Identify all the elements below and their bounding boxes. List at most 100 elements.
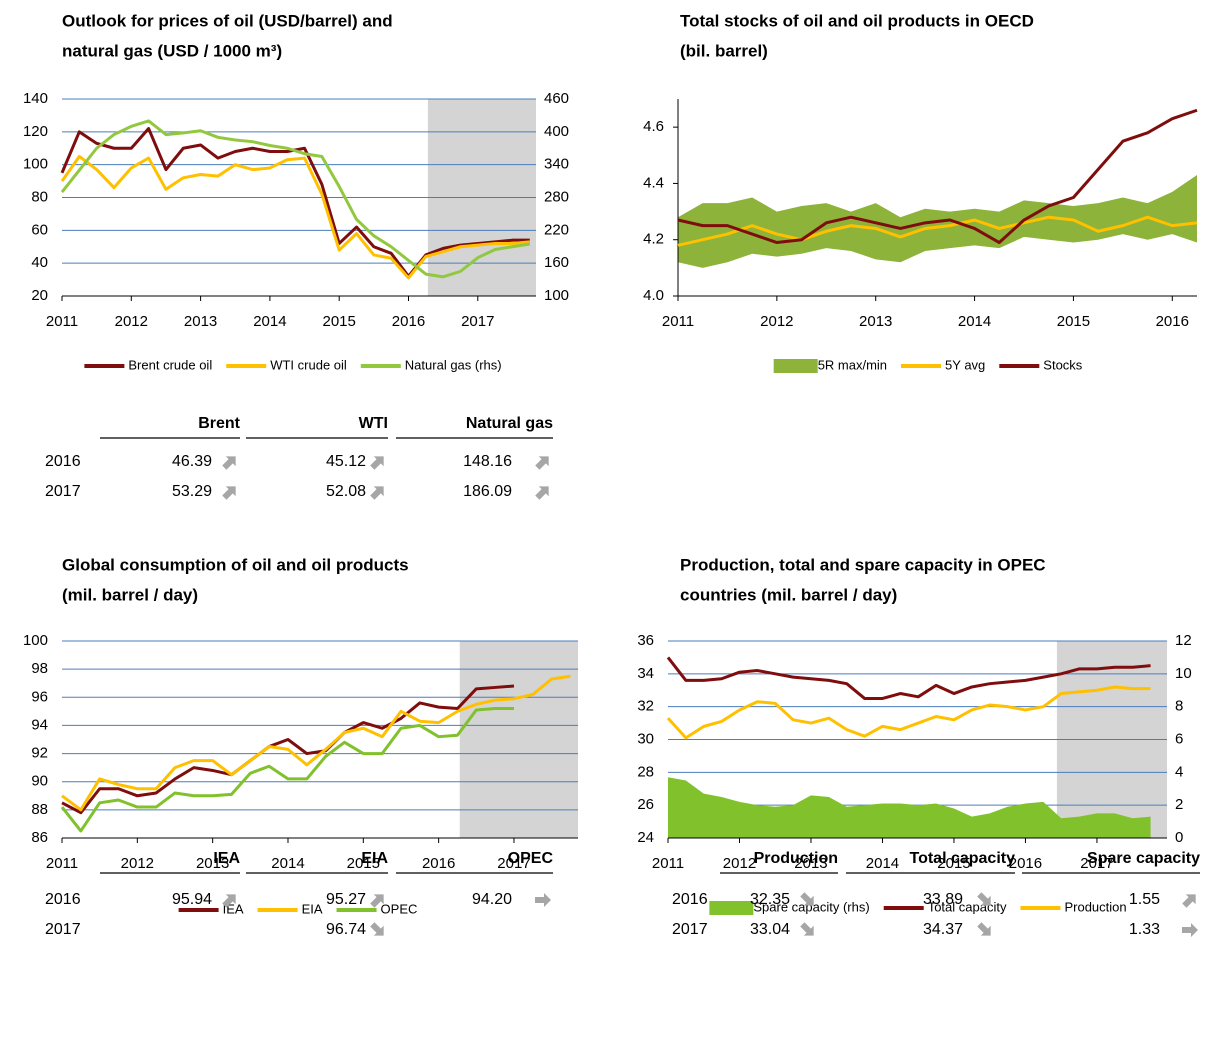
cell-value: 34.37 xyxy=(923,921,963,938)
trend-arrow xyxy=(222,456,236,470)
row-label: 2017 xyxy=(45,921,81,938)
legend-label: EIA xyxy=(302,901,323,916)
y-tick-label: 4.6 xyxy=(643,118,664,135)
x-tick-label: 2015 xyxy=(347,855,380,872)
y-tick-label: 34 xyxy=(637,665,654,682)
legend-label: OPEC xyxy=(381,901,418,916)
y2-tick-label: 280 xyxy=(544,188,569,205)
legend: Spare capacity (rhs) Total capacity Produc… xyxy=(709,899,1127,915)
y-tick-label: 98 xyxy=(31,660,48,677)
x-tick-label: 2012 xyxy=(121,855,154,872)
x-tick-label: 2016 xyxy=(1009,855,1042,872)
x-tick-label: 2015 xyxy=(937,855,970,872)
column-header: Total capacity xyxy=(909,850,1015,867)
cell-value: 186.09 xyxy=(463,483,512,500)
column-header: Production xyxy=(754,850,838,867)
y2-tick-label: 10 xyxy=(1175,665,1192,682)
y-tick-label: 100 xyxy=(23,156,48,173)
y2-tick-label: 8 xyxy=(1175,698,1183,715)
x-tick-label: 2011 xyxy=(46,313,78,330)
legend-label: Natural gas (rhs) xyxy=(405,357,502,372)
cell-value: 52.08 xyxy=(326,483,366,500)
column-header: EIA xyxy=(361,850,388,867)
legend-swatch xyxy=(773,359,818,373)
row-label: 2016 xyxy=(45,453,81,470)
cell-value: 95.94 xyxy=(172,891,212,908)
x-tick-label: 2011 xyxy=(652,855,684,872)
cell-value: 45.12 xyxy=(326,453,366,470)
trend-arrow xyxy=(1182,894,1196,908)
cell-value: 1.55 xyxy=(1129,891,1160,908)
x-tick-label: 2014 xyxy=(271,855,304,872)
y-tick-label: 4.4 xyxy=(643,174,664,191)
summary-table: Production Total capacity Spare capacity 20… xyxy=(672,850,1200,938)
y2-tick-label: 4 xyxy=(1175,763,1183,780)
y-tick-label: 4.0 xyxy=(643,287,664,304)
chart: Production, total and spare capacity in … xyxy=(637,555,1192,915)
chart: Outlook for prices of oil (USD/barrel) a… xyxy=(23,11,569,372)
chart: Global consumption of oil and oil produc… xyxy=(23,555,578,916)
line-series xyxy=(60,707,514,833)
trend-arrow xyxy=(370,456,384,470)
x-tick-label: 2017 xyxy=(461,313,494,330)
column-header: Spare capacity xyxy=(1087,850,1200,867)
cell-value: 95.27 xyxy=(326,891,366,908)
x-tick-label: 2017 xyxy=(497,855,530,872)
y2-tick-label: 6 xyxy=(1175,730,1183,747)
y-tick-label: 88 xyxy=(31,801,48,818)
chart-title: Production, total and spare capacity in … xyxy=(680,555,1046,574)
row-label: 2017 xyxy=(45,483,81,500)
line-series xyxy=(677,108,1198,245)
x-tick-label: 2014 xyxy=(866,855,899,872)
trend-arrow xyxy=(535,893,551,907)
y-tick-label: 60 xyxy=(31,221,48,238)
cell-value: 96.74 xyxy=(326,921,366,938)
y-tick-label: 80 xyxy=(31,188,48,205)
y-tick-label: 94 xyxy=(31,716,48,733)
chart: Total stocks of oil and oil products in … xyxy=(643,11,1198,373)
line-series xyxy=(60,119,530,279)
y2-tick-label: 160 xyxy=(544,254,569,271)
trend-arrow xyxy=(370,486,384,500)
chart-title: Global consumption of oil and oil produc… xyxy=(62,555,409,574)
y-tick-label: 4.2 xyxy=(643,231,664,248)
column-header: Natural gas xyxy=(466,415,553,432)
x-tick-label: 2016 xyxy=(1156,313,1189,330)
chart-title: countries (mil. barrel / day) xyxy=(680,585,897,604)
y-tick-label: 26 xyxy=(637,796,654,813)
y-tick-label: 36 xyxy=(637,632,654,649)
line-series xyxy=(666,656,1151,700)
forecast-shade xyxy=(459,641,578,838)
chart-title: Total stocks of oil and oil products in … xyxy=(680,11,1034,30)
y-tick-label: 120 xyxy=(23,123,48,140)
cell-value: 148.16 xyxy=(463,453,512,470)
x-tick-label: 2013 xyxy=(859,313,892,330)
trend-arrow xyxy=(800,892,814,906)
y-tick-label: 32 xyxy=(637,698,654,715)
x-tick-label: 2013 xyxy=(794,855,827,872)
area xyxy=(668,777,1151,838)
chart-title: (bil. barrel) xyxy=(680,41,768,60)
y2-tick-label: 460 xyxy=(544,90,569,107)
trend-arrow xyxy=(800,922,814,936)
legend-label: Brent crude oil xyxy=(128,357,212,372)
y2-tick-label: 100 xyxy=(544,287,569,304)
x-tick-label: 2013 xyxy=(184,313,217,330)
y-tick-label: 24 xyxy=(637,829,654,846)
trend-arrow xyxy=(1182,923,1198,937)
line-series xyxy=(666,685,1151,740)
cell-value: 53.29 xyxy=(172,483,212,500)
y2-tick-label: 220 xyxy=(544,221,569,238)
legend: IEA EIA OPEC xyxy=(178,901,418,916)
legend-label: WTI crude oil xyxy=(270,357,347,372)
legend: 5R max/min 5Y avg Stocks xyxy=(773,357,1083,373)
legend-label: 5R max/min xyxy=(818,357,887,372)
y-tick-label: 20 xyxy=(31,287,48,304)
y-tick-label: 90 xyxy=(31,773,48,790)
y-tick-label: 96 xyxy=(31,688,48,705)
chart-title: Outlook for prices of oil (USD/barrel) a… xyxy=(62,11,393,30)
y-tick-label: 30 xyxy=(637,730,654,747)
summary-table: IEA EIA OPEC 2016 95.94 95.27 94.20 2017 96.74 xyxy=(45,850,553,938)
column-header: IEA xyxy=(213,850,240,867)
